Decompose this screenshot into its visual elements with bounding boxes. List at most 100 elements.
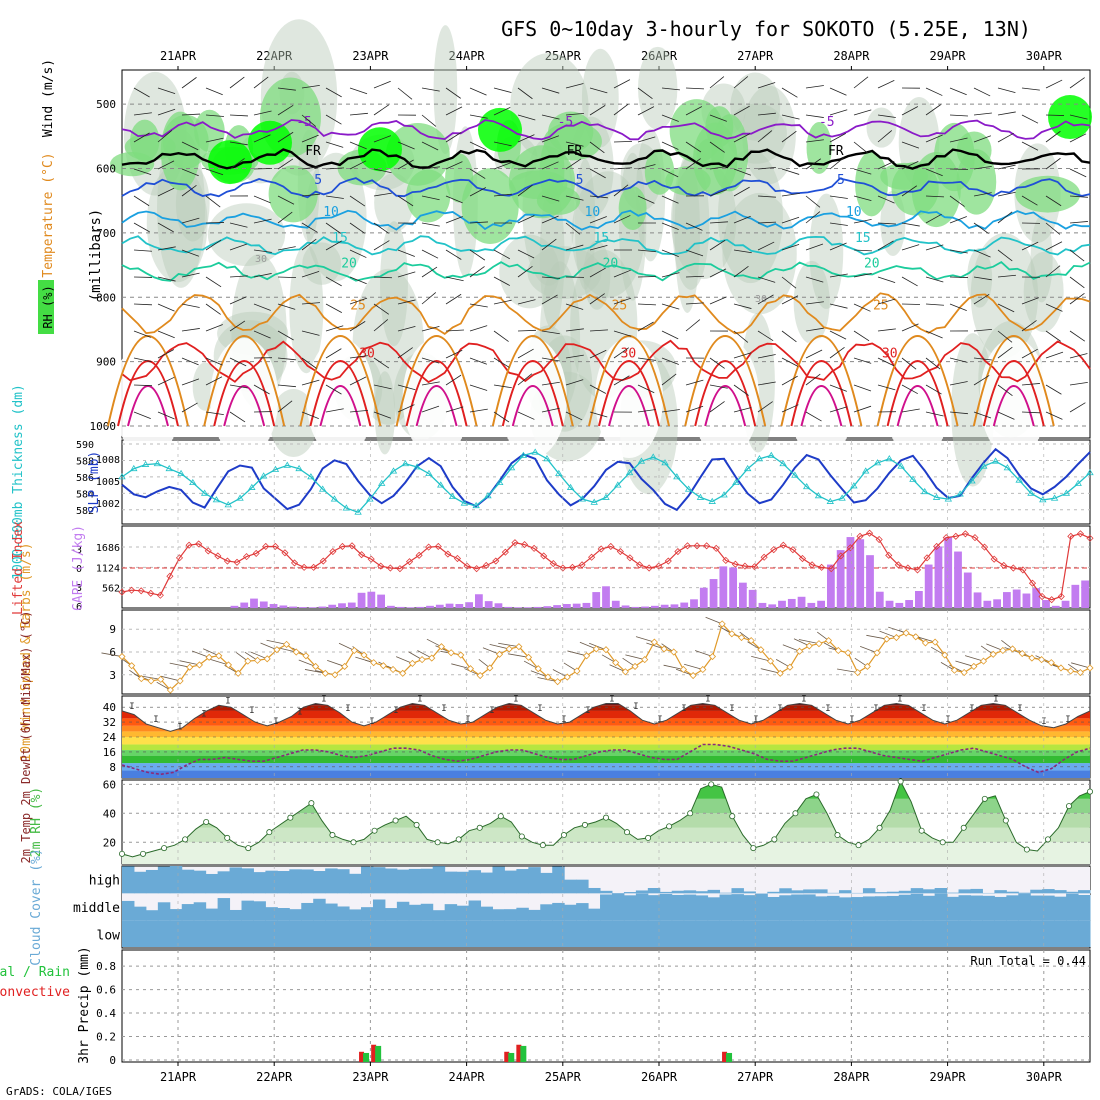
- wind-point: [921, 639, 930, 647]
- cloud-middle: [623, 895, 637, 921]
- thickness-point: [873, 459, 882, 466]
- minmax-marker: I: [897, 695, 902, 705]
- temp-band: [122, 710, 1090, 719]
- ylabel-precip-total: Total / Rain: [0, 965, 70, 980]
- wind-barb: [877, 195, 895, 204]
- wind-barb: [877, 222, 896, 225]
- lifted-point: [511, 539, 519, 547]
- wind-barb: [373, 104, 390, 116]
- wind-barb: [421, 141, 439, 151]
- wind-barb: [853, 195, 872, 202]
- wind-point: [234, 669, 242, 677]
- lifted-point: [607, 542, 615, 551]
- wind-barb: [493, 193, 512, 197]
- minmax-marker: I: [1065, 715, 1070, 725]
- wind-barb: [685, 249, 704, 257]
- wind-barb: [493, 299, 512, 305]
- wind-barb: [325, 276, 342, 287]
- wind-barb: [589, 329, 608, 332]
- wind-barb: [301, 166, 320, 170]
- chart-title: GFS 0~10day 3-hourly for SOKOTO (5.25E, …: [501, 17, 1031, 41]
- wind-barb: [181, 249, 200, 257]
- wind-point: [554, 678, 562, 686]
- lifted-point: [501, 548, 509, 556]
- date-label-top: 30APR: [1026, 49, 1063, 63]
- lifted-point: [290, 559, 299, 567]
- cloud-low: [850, 920, 864, 947]
- minmax-marker: I: [777, 704, 782, 714]
- wind-barb: [373, 276, 393, 279]
- cloud-middle: [1054, 896, 1067, 921]
- wind-barb: [469, 303, 488, 308]
- cape-tick: 1686: [96, 543, 120, 554]
- ylabel-temperature: Temperature (°C): [41, 152, 56, 277]
- wind-barb: [637, 106, 655, 116]
- thickness-point: [378, 479, 386, 486]
- cloud-high: [719, 892, 732, 894]
- cloud-low: [277, 920, 290, 947]
- rh-point: [350, 839, 357, 846]
- wind-barb: [805, 327, 824, 332]
- wind-barb: [157, 376, 175, 386]
- wind-barb: [517, 373, 533, 386]
- minmax-marker: I: [321, 695, 326, 705]
- wind-barb: [565, 303, 584, 310]
- precip-bar-convective: [722, 1051, 728, 1062]
- pressure-tick: 800: [96, 291, 116, 304]
- wind-barb: [997, 346, 1013, 359]
- wind-barb: [733, 186, 750, 197]
- thickness-point: [236, 494, 244, 501]
- minmax-marker: I: [393, 706, 398, 716]
- wind-barb: [397, 347, 413, 359]
- cloud-low: [815, 920, 828, 947]
- wind-barb: [493, 249, 510, 260]
- wind-barb: [853, 76, 869, 89]
- cape-bar: [445, 603, 454, 608]
- lifted-point: [1067, 532, 1075, 540]
- wind-barb: [253, 195, 271, 204]
- cape-bar: [533, 606, 542, 608]
- isotach-label: 30: [755, 294, 767, 305]
- cloud-low: [408, 920, 422, 947]
- wind-barb: [445, 374, 462, 386]
- cloud-low: [839, 920, 852, 947]
- lifted-tick: 0: [76, 564, 82, 575]
- wind-barb: [493, 87, 512, 93]
- cloud-middle: [1030, 895, 1043, 921]
- thickness-point: [755, 455, 764, 462]
- wind-barb: [133, 112, 152, 116]
- thickness-slp-panel: 582 584 586 588 590 1002 1005 1008: [76, 440, 1094, 524]
- wind-barb: [685, 379, 704, 386]
- cloud-low: [384, 920, 398, 947]
- cape-bar: [523, 607, 532, 608]
- cloud-middle: [133, 906, 147, 921]
- cloud-high: [349, 873, 362, 894]
- wind-barb: [877, 384, 896, 391]
- cloud-low: [719, 920, 732, 947]
- cape-bar: [328, 604, 337, 608]
- wind-barb: [877, 160, 895, 170]
- lifted-point: [683, 542, 692, 550]
- thickness-point: [460, 499, 469, 506]
- wind-point: [728, 630, 736, 638]
- wind-barb: [1069, 133, 1087, 143]
- wind-barb: [325, 303, 343, 313]
- rh-point: [497, 813, 504, 820]
- cape-bar: [494, 603, 503, 608]
- cloud-high: [731, 888, 744, 894]
- wind-point: [505, 645, 513, 653]
- rh-point: [939, 839, 946, 846]
- thickness-point: [366, 495, 374, 502]
- rh-point: [603, 814, 610, 821]
- wind-barb: [805, 158, 822, 170]
- wind-barb: [757, 354, 776, 359]
- rh-dry-lobe: [979, 338, 1048, 458]
- cloud-low: [1078, 920, 1091, 947]
- cape-bar: [1042, 600, 1050, 608]
- wind-barb: [853, 405, 872, 413]
- rh-point: [392, 817, 399, 824]
- wind-barb: [733, 133, 751, 143]
- cloud-middle: [850, 897, 864, 921]
- wind-barb: [733, 384, 749, 396]
- cloud-middle: [492, 909, 505, 921]
